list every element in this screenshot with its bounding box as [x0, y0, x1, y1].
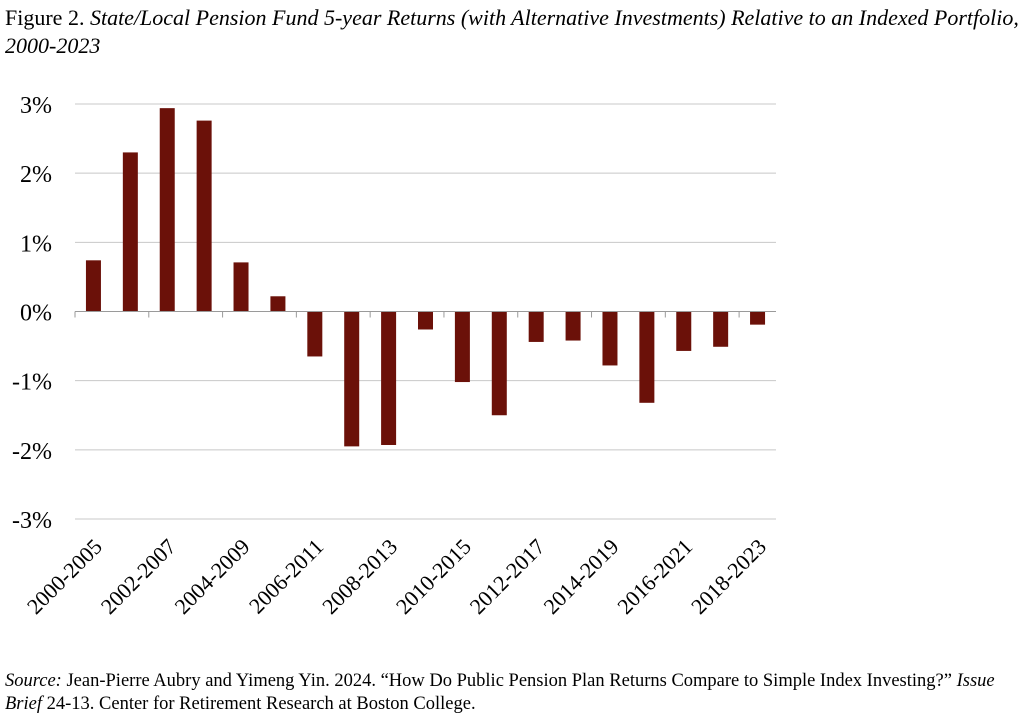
y-tick-label: -1%: [12, 370, 52, 396]
bar-2015-2020: [639, 311, 655, 403]
bar-2002-2007: [159, 108, 175, 312]
bar-2009-2014: [418, 311, 433, 330]
y-axis-tick-labels: 3% 2% 1% 0% -1% -2% -3%: [12, 93, 52, 534]
bar-2001-2006: [122, 152, 138, 312]
x-tick-label: 2006-2011: [244, 534, 329, 619]
bar-2014-2019: [602, 311, 618, 366]
y-tick-label: 0%: [20, 301, 52, 327]
y-tick-label: -2%: [12, 439, 52, 465]
source-publication: Issue Brief: [5, 671, 995, 714]
x-tick-label: 2008-2013: [317, 534, 402, 619]
chart-title: State/Local Pension Fund 5-year Returns …: [5, 5, 1019, 58]
bar-chart: 3% 2% 1% 0% -1% -2% -3% 2000-20052002-20072004…: [12, 93, 776, 619]
figure-title: Figure 2. State/Local Pension Fund 5-yea…: [5, 4, 1020, 60]
source-note: Source: Jean-Pierre Aubry and Yimeng Yin…: [5, 670, 1020, 716]
bar-2008-2013: [381, 311, 397, 445]
bar-2000-2005: [85, 260, 101, 312]
bar-2005-2010: [270, 296, 286, 312]
bar-2016-2021: [676, 311, 692, 351]
y-tick-label: 1%: [20, 231, 52, 257]
bar-2012-2017: [528, 311, 544, 342]
bars: [85, 108, 766, 447]
y-tick-label: 2%: [20, 162, 52, 188]
bar-2007-2012: [344, 311, 360, 447]
x-tick-label: 2010-2015: [391, 534, 476, 619]
bar-2011-2016: [491, 311, 507, 416]
x-tick-label: 2004-2009: [169, 534, 254, 619]
x-tick-label: 2018-2023: [686, 534, 771, 619]
bar-2006-2011: [307, 311, 323, 357]
bar-2013-2018: [565, 311, 581, 341]
bar-2004-2009: [233, 262, 249, 312]
figure-number: Figure 2.: [5, 5, 85, 30]
x-tick-label: 2014-2019: [538, 534, 623, 619]
bar-2017-2022: [713, 311, 729, 347]
bar-2003-2008: [196, 120, 212, 312]
x-axis: [74, 311, 776, 318]
x-tick-label: 2016-2021: [612, 534, 697, 619]
source-label: Source:: [5, 671, 62, 691]
y-tick-label: 3%: [20, 93, 52, 119]
source-text-2: 24-13. Center for Retirement Research at…: [46, 694, 476, 714]
x-tick-label: 2000-2005: [22, 534, 107, 619]
x-axis-tick-labels: 2000-20052002-20072004-20092006-20112008…: [22, 534, 771, 619]
x-tick-label: 2002-2007: [96, 534, 181, 619]
source-text-1: Jean-Pierre Aubry and Yimeng Yin. 2024. …: [66, 671, 952, 691]
bar-2010-2015: [454, 311, 470, 383]
x-tick-label: 2012-2017: [465, 534, 550, 619]
bar-2018-2023: [750, 311, 766, 325]
y-tick-label: -3%: [12, 508, 52, 534]
